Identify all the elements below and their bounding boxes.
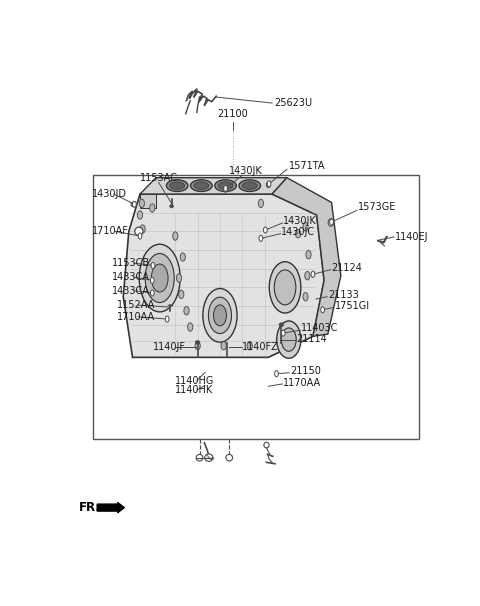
Text: 1571TA: 1571TA	[289, 161, 325, 171]
Ellipse shape	[188, 323, 193, 331]
Text: 1430JD: 1430JD	[92, 189, 127, 199]
FancyArrow shape	[97, 502, 124, 513]
Text: 1170AA: 1170AA	[283, 378, 321, 388]
Ellipse shape	[132, 201, 136, 207]
Polygon shape	[272, 178, 341, 336]
Ellipse shape	[267, 181, 271, 187]
Ellipse shape	[135, 227, 143, 236]
Text: 1430JK: 1430JK	[283, 216, 317, 226]
Bar	[94, 175, 419, 439]
Ellipse shape	[195, 342, 200, 350]
Ellipse shape	[306, 250, 311, 259]
Text: 1140FZ: 1140FZ	[242, 342, 279, 352]
Ellipse shape	[204, 454, 213, 461]
Ellipse shape	[264, 227, 267, 233]
Ellipse shape	[145, 253, 174, 302]
Ellipse shape	[328, 219, 334, 226]
Ellipse shape	[180, 253, 185, 261]
Ellipse shape	[305, 271, 310, 280]
Ellipse shape	[281, 328, 296, 351]
Ellipse shape	[167, 180, 188, 191]
Ellipse shape	[264, 442, 269, 448]
Ellipse shape	[274, 270, 296, 305]
Ellipse shape	[296, 230, 300, 238]
Text: 1153CB: 1153CB	[112, 258, 150, 268]
Ellipse shape	[150, 290, 154, 296]
Text: 1710AA: 1710AA	[117, 311, 155, 322]
Text: 21100: 21100	[217, 109, 248, 119]
Ellipse shape	[191, 180, 212, 191]
Text: 1751GI: 1751GI	[335, 301, 370, 311]
Ellipse shape	[266, 182, 270, 187]
Text: 21114: 21114	[296, 334, 327, 344]
Ellipse shape	[218, 182, 233, 189]
Text: 1140HG: 1140HG	[175, 376, 215, 385]
Text: 1573GE: 1573GE	[358, 202, 396, 212]
Ellipse shape	[150, 278, 154, 284]
Ellipse shape	[170, 182, 185, 189]
Ellipse shape	[203, 288, 237, 342]
Ellipse shape	[196, 454, 203, 461]
Text: 1152AA: 1152AA	[117, 300, 155, 310]
Ellipse shape	[194, 182, 209, 189]
Ellipse shape	[138, 233, 142, 239]
Ellipse shape	[177, 274, 181, 282]
Ellipse shape	[179, 290, 184, 299]
Ellipse shape	[221, 342, 226, 350]
Text: 1430JC: 1430JC	[281, 227, 315, 238]
Text: 21124: 21124	[332, 263, 362, 273]
Ellipse shape	[269, 262, 301, 313]
Ellipse shape	[279, 323, 284, 327]
Text: 1433CA: 1433CA	[112, 285, 150, 296]
Ellipse shape	[303, 222, 308, 231]
Ellipse shape	[226, 454, 233, 461]
Text: 21150: 21150	[290, 367, 321, 376]
Ellipse shape	[303, 293, 308, 301]
Ellipse shape	[151, 262, 155, 268]
Ellipse shape	[173, 232, 178, 240]
Polygon shape	[140, 194, 156, 208]
Ellipse shape	[140, 225, 145, 233]
Ellipse shape	[276, 321, 301, 358]
Text: 25623U: 25623U	[274, 98, 312, 108]
Text: 1430JK: 1430JK	[229, 165, 263, 176]
Ellipse shape	[239, 180, 261, 191]
Polygon shape	[123, 194, 324, 358]
Ellipse shape	[208, 297, 231, 333]
Ellipse shape	[139, 199, 144, 208]
Ellipse shape	[150, 204, 155, 212]
Ellipse shape	[281, 330, 285, 336]
Ellipse shape	[224, 187, 228, 192]
Ellipse shape	[242, 182, 257, 189]
Ellipse shape	[139, 244, 180, 312]
Ellipse shape	[330, 219, 334, 225]
Text: 1140JF: 1140JF	[153, 342, 186, 352]
Ellipse shape	[165, 316, 169, 322]
Ellipse shape	[275, 371, 278, 377]
Ellipse shape	[137, 211, 143, 219]
Ellipse shape	[311, 271, 315, 278]
Ellipse shape	[247, 342, 252, 350]
Ellipse shape	[214, 305, 227, 326]
Ellipse shape	[259, 235, 263, 241]
Text: 1140HK: 1140HK	[175, 385, 214, 395]
Polygon shape	[140, 178, 287, 194]
Text: 11403C: 11403C	[301, 324, 338, 333]
Text: FR.: FR.	[79, 501, 101, 514]
Ellipse shape	[215, 180, 236, 191]
Ellipse shape	[195, 341, 200, 344]
Ellipse shape	[258, 199, 264, 208]
Text: 21133: 21133	[328, 290, 359, 301]
Ellipse shape	[131, 202, 135, 207]
Text: 1140EJ: 1140EJ	[395, 232, 428, 242]
Ellipse shape	[321, 307, 324, 313]
Ellipse shape	[224, 185, 228, 191]
Text: 1153AC: 1153AC	[140, 173, 178, 183]
Text: 1710AF: 1710AF	[92, 227, 129, 236]
Ellipse shape	[151, 264, 168, 292]
Ellipse shape	[184, 307, 189, 315]
Ellipse shape	[170, 205, 173, 208]
Text: 1433CA: 1433CA	[112, 272, 150, 282]
